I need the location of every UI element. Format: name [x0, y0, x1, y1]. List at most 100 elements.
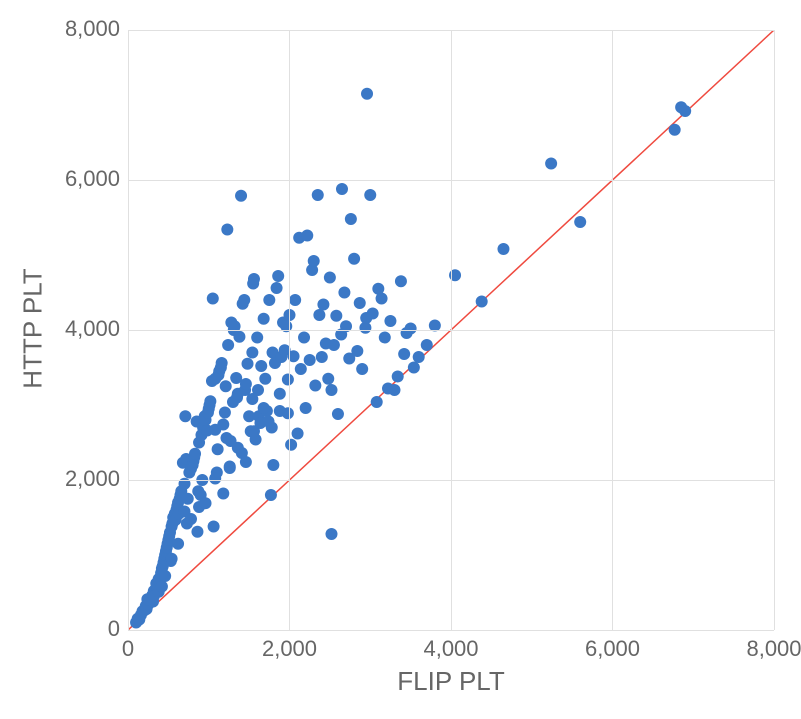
data-point — [182, 493, 194, 505]
x-axis-line — [128, 630, 774, 631]
data-point — [248, 273, 260, 285]
data-point — [232, 442, 244, 454]
data-point — [235, 190, 247, 202]
data-point — [222, 339, 234, 351]
data-point — [185, 513, 197, 525]
data-point — [209, 473, 221, 485]
data-point — [274, 388, 286, 400]
data-point — [216, 357, 228, 369]
data-point — [476, 296, 488, 308]
data-point — [266, 422, 278, 434]
y-gridline — [128, 330, 774, 331]
y-tick-label: 4,000 — [30, 316, 120, 342]
data-point — [263, 294, 275, 306]
data-point — [282, 407, 294, 419]
data-point — [367, 308, 379, 320]
data-point — [295, 363, 307, 375]
data-point — [267, 459, 279, 471]
y-gridline — [128, 30, 774, 31]
data-point — [336, 183, 348, 195]
y-tick-label: 8,000 — [30, 16, 120, 42]
data-point — [209, 373, 221, 385]
data-point — [361, 88, 373, 100]
data-point — [258, 313, 270, 325]
data-point — [233, 331, 245, 343]
data-point — [392, 371, 404, 383]
data-point — [259, 373, 271, 385]
data-point — [312, 189, 324, 201]
data-point — [251, 332, 263, 344]
data-point — [332, 408, 344, 420]
data-point — [189, 448, 201, 460]
data-point — [308, 255, 320, 267]
data-point — [364, 189, 376, 201]
data-point — [322, 373, 334, 385]
y-axis-line — [128, 30, 129, 630]
data-point — [285, 439, 297, 451]
data-point — [317, 299, 329, 311]
data-point — [574, 216, 586, 228]
data-point — [272, 270, 284, 282]
data-point — [398, 348, 410, 360]
data-point — [298, 332, 310, 344]
y-gridline — [128, 180, 774, 181]
data-point — [679, 105, 691, 117]
data-point — [159, 570, 171, 582]
data-point — [246, 347, 258, 359]
scatter-chart: HTTP PLT FLIP PLT 02,0004,0006,0008,0000… — [0, 0, 801, 719]
x-tick-label: 4,000 — [401, 636, 501, 662]
data-point — [316, 351, 328, 363]
data-point — [356, 363, 368, 375]
data-point — [351, 345, 363, 357]
data-point — [292, 428, 304, 440]
data-point — [271, 282, 283, 294]
data-point — [240, 456, 252, 468]
data-point — [421, 339, 433, 351]
data-point — [348, 253, 360, 265]
data-point — [265, 489, 277, 501]
data-point — [200, 497, 212, 509]
data-point — [220, 380, 232, 392]
data-point — [669, 124, 681, 136]
data-point — [282, 374, 294, 386]
data-point — [217, 488, 229, 500]
data-point — [338, 287, 350, 299]
data-point — [204, 395, 216, 407]
data-point — [255, 360, 267, 372]
data-point — [324, 272, 336, 284]
data-point — [156, 581, 168, 593]
data-point — [242, 358, 254, 370]
data-point — [379, 332, 391, 344]
data-point — [289, 294, 301, 306]
chart-svg — [0, 0, 801, 719]
data-point — [313, 309, 325, 321]
data-point — [208, 521, 220, 533]
y-tick-label: 2,000 — [30, 466, 120, 492]
data-point — [248, 425, 260, 437]
data-point — [371, 396, 383, 408]
data-point — [258, 402, 270, 414]
data-point — [376, 293, 388, 305]
data-point — [388, 384, 400, 396]
data-point — [172, 538, 184, 550]
y-tick-label: 0 — [30, 616, 120, 642]
data-point — [301, 230, 313, 242]
data-point — [219, 407, 231, 419]
data-point — [325, 384, 337, 396]
x-axis-title: FLIP PLT — [128, 666, 774, 697]
y-gridline — [128, 480, 774, 481]
data-point — [304, 354, 316, 366]
data-point — [330, 310, 342, 322]
data-point — [240, 378, 252, 390]
x-tick-label: 6,000 — [563, 636, 663, 662]
data-point — [179, 410, 191, 422]
data-point — [497, 243, 509, 255]
data-point — [166, 553, 178, 565]
data-point — [384, 315, 396, 327]
data-point — [413, 351, 425, 363]
data-point — [246, 393, 258, 405]
x-tick-label: 2,000 — [240, 636, 340, 662]
data-point — [345, 213, 357, 225]
data-point — [325, 528, 337, 540]
data-point — [354, 297, 366, 309]
